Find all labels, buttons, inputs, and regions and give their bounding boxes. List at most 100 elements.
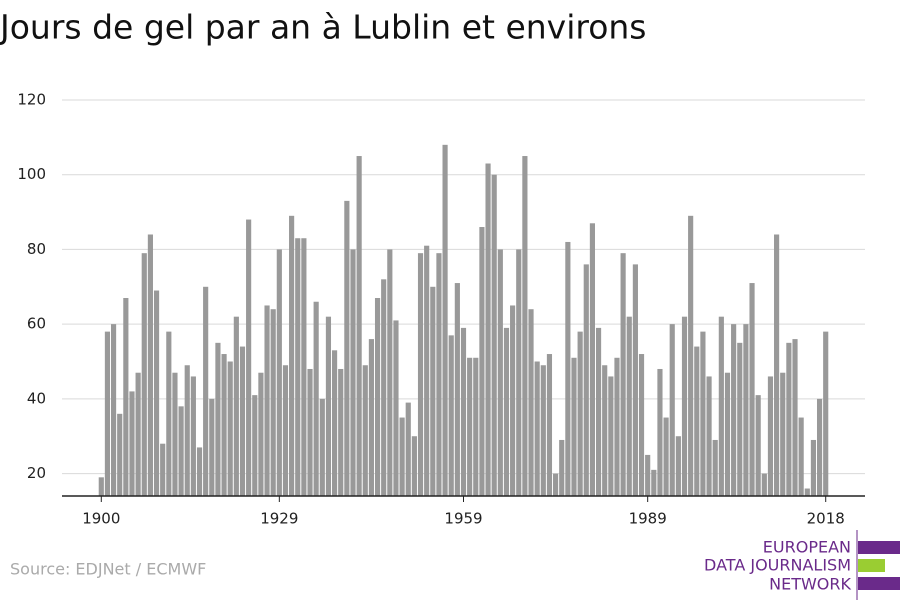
bar	[528, 309, 534, 496]
bar	[688, 215, 694, 496]
bar	[638, 354, 645, 496]
bar	[104, 331, 111, 496]
y-tick-label: 120	[17, 91, 46, 109]
bar	[301, 238, 307, 496]
bar	[595, 327, 602, 496]
bar	[571, 357, 577, 496]
bar	[724, 372, 731, 496]
bar	[540, 365, 546, 496]
bar	[718, 316, 724, 496]
bar	[577, 331, 583, 496]
bar	[497, 249, 503, 496]
bar	[331, 350, 338, 496]
bar	[608, 376, 614, 496]
bar	[546, 354, 553, 496]
bar	[215, 342, 221, 496]
y-tick-label: 20	[27, 464, 46, 482]
bar	[553, 473, 559, 496]
bar	[117, 413, 123, 496]
bar	[749, 283, 755, 496]
bar	[209, 398, 215, 496]
bar	[510, 305, 516, 496]
bar	[276, 249, 282, 496]
bar	[196, 447, 203, 496]
bar	[645, 454, 651, 496]
bar	[307, 368, 313, 496]
bar	[246, 219, 252, 496]
bar	[123, 298, 129, 496]
bar	[565, 241, 571, 496]
bar	[381, 279, 387, 496]
bar	[442, 144, 448, 496]
bar	[651, 469, 657, 496]
logo-text: EUROPEAN	[763, 538, 851, 557]
bar	[387, 249, 393, 496]
bar	[190, 376, 196, 496]
bar	[141, 253, 147, 496]
bar	[178, 406, 184, 496]
y-tick-label: 80	[27, 240, 46, 258]
bar	[657, 368, 663, 496]
bar	[227, 361, 233, 496]
x-tick-label: 1989	[629, 510, 667, 528]
bar	[313, 301, 319, 496]
bar	[780, 372, 786, 496]
bar	[233, 316, 239, 496]
bar	[295, 238, 301, 496]
x-tick-label: 1959	[444, 510, 482, 528]
bar	[731, 324, 737, 496]
bar	[203, 286, 209, 496]
bar	[669, 324, 675, 496]
bar	[258, 372, 264, 496]
bar	[620, 253, 626, 496]
bar	[534, 361, 540, 496]
logo-bar	[858, 559, 885, 572]
logo-text: DATA JOURNALISM	[704, 556, 851, 575]
bar	[282, 365, 289, 496]
bar	[454, 283, 460, 496]
bar	[663, 417, 669, 496]
bar	[368, 339, 374, 496]
bar	[681, 316, 688, 496]
bar	[675, 436, 681, 496]
bar	[798, 417, 804, 496]
bar	[804, 488, 810, 496]
bar	[479, 227, 485, 497]
bar	[786, 342, 792, 496]
bar	[264, 305, 270, 496]
source: Source: EDJNet / ECMWF	[10, 560, 206, 579]
bar	[816, 398, 823, 496]
bar	[632, 264, 638, 496]
chart-title: Jours de gel par an à Lublin et environs	[0, 8, 647, 47]
bar	[626, 316, 632, 496]
bar	[252, 395, 258, 496]
bar	[436, 253, 442, 496]
bar	[399, 417, 405, 496]
bar	[460, 327, 467, 496]
bar	[448, 335, 454, 496]
bar	[350, 249, 356, 496]
bar	[110, 324, 117, 496]
bar	[589, 223, 596, 496]
bar	[135, 372, 141, 496]
bar	[737, 342, 743, 496]
bar	[405, 402, 411, 496]
bar	[239, 346, 246, 496]
bar	[767, 376, 774, 496]
x-tick-label: 2018	[807, 510, 845, 528]
bar	[491, 174, 497, 496]
bar	[755, 395, 761, 496]
logo-text: NETWORK	[769, 575, 851, 594]
bar	[485, 163, 491, 496]
bar	[522, 156, 528, 497]
bar	[424, 245, 430, 496]
bar	[559, 439, 565, 496]
bar	[792, 339, 798, 496]
bar	[761, 473, 767, 496]
bar	[774, 234, 780, 496]
bar	[411, 436, 417, 496]
bar	[516, 249, 522, 496]
bar	[356, 156, 362, 497]
bar	[694, 346, 700, 496]
bar	[184, 365, 190, 496]
